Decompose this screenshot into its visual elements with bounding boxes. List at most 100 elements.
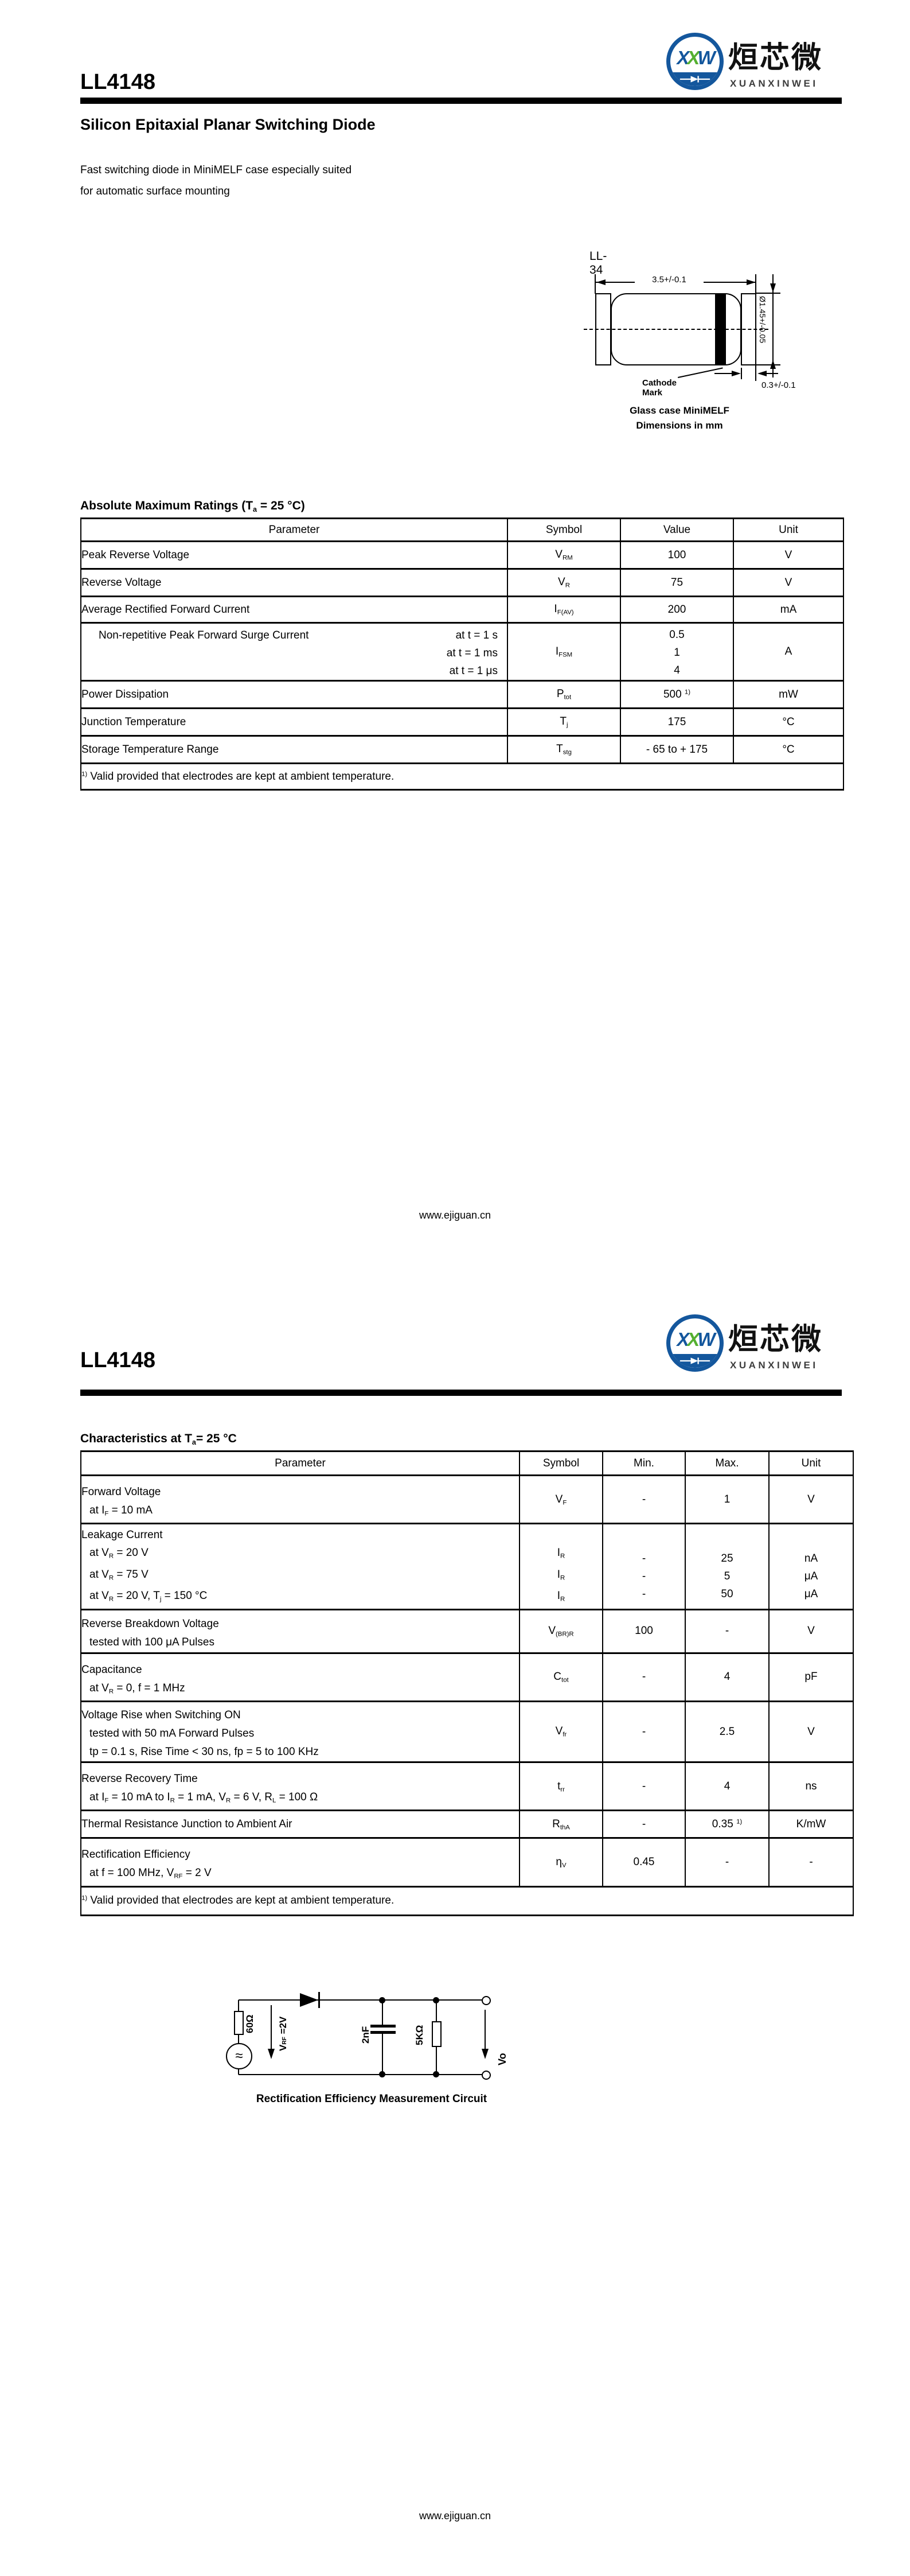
arrow-up-icon — [770, 360, 776, 369]
col-parameter: Parameter — [80, 1450, 520, 1476]
cell-unit: V — [768, 1608, 854, 1654]
dim-diameter-label: Ø1.45+/-0.05 — [758, 296, 767, 344]
diode-cathode-bar — [318, 1992, 320, 2008]
vo-label: Vo — [497, 2053, 508, 2065]
cell-unit: V — [768, 1474, 854, 1525]
cell-parameter: Rectification Efficiency at f = 100 MHz,… — [80, 1837, 520, 1888]
cell-max: - — [685, 1837, 770, 1888]
cell-value: 0.5 1 4 — [620, 622, 734, 682]
cell-symbol: ηV — [519, 1837, 603, 1888]
extension-line — [595, 274, 596, 294]
cell-value: 200 — [620, 596, 734, 624]
cell-unit: K/mW — [768, 1810, 854, 1839]
company-logo: XXW 烜芯微 XUANXINWEI — [661, 16, 850, 96]
table-row: Leakage Current at VR = 20 V at VR = 75 … — [80, 1523, 854, 1610]
cell-parameter: Junction Temperature — [80, 707, 508, 737]
cell-parameter: Reverse Voltage — [80, 568, 508, 597]
capacitor-plate — [370, 2031, 396, 2034]
wire — [436, 2046, 437, 2075]
company-name-en: XUANXINWEI — [730, 1360, 818, 1371]
table-row: Reverse Recovery Time at IF = 10 mA to I… — [80, 1761, 854, 1812]
cell-unit: V — [733, 540, 844, 570]
package-caption-line1: Glass case MiniMELF — [630, 405, 729, 416]
page2-title-rule — [80, 1390, 842, 1396]
cell-max: 2.5 — [685, 1701, 770, 1764]
cell-min: 100 — [602, 1608, 686, 1654]
cell-symbol: Tj — [507, 707, 621, 737]
circuit-diagram: 60Ω ≈ VRF =2V 2nF 5KΩ Vo Rectification — [224, 1988, 522, 2111]
page2-footer-url: www.ejiguan.cn — [419, 2510, 491, 2521]
col-max: Max. — [685, 1450, 770, 1476]
cell-parameter: Average Rectified Forward Current — [80, 596, 508, 624]
cell-symbol: VRM — [507, 540, 621, 570]
cell-symbol: IR IR IR — [519, 1523, 603, 1610]
wire — [238, 2000, 239, 2011]
resistor-60ohm-label: 60Ω — [244, 2014, 255, 2034]
wire — [436, 2000, 437, 2021]
amr-table: Parameter Symbol Value Unit Peak Reverse… — [80, 517, 844, 791]
cell-max: 25 5 50 — [685, 1523, 770, 1610]
extension-line — [756, 293, 780, 294]
capacitor-label: 2nF — [360, 2026, 371, 2044]
cell-min: - — [602, 1761, 686, 1812]
page1-footer-url: www.ejiguan.cn — [419, 1209, 491, 1221]
junction-dot — [379, 2071, 385, 2077]
cell-parameter: Storage Temperature Range — [80, 735, 508, 764]
char-table: Parameter Symbol Min. Max. Unit Forward … — [80, 1450, 854, 1916]
cell-parameter: Leakage Current at VR = 20 V at VR = 75 … — [80, 1523, 520, 1610]
parameter-text: Non-repetitive Peak Forward Surge Curren… — [99, 629, 309, 641]
company-name-cn: 烜芯微 — [728, 41, 823, 75]
wire — [382, 2034, 383, 2075]
wire — [238, 2069, 239, 2075]
center-line — [584, 329, 768, 330]
cell-unit: pF — [768, 1652, 854, 1703]
cell-parameter: Non-repetitive Peak Forward Surge Curren… — [80, 622, 508, 682]
table-row: Capacitance at VR = 0, f = 1 MHz Ctot - … — [80, 1652, 854, 1703]
cell-parameter: Voltage Rise when Switching ON tested wi… — [80, 1701, 520, 1764]
table-header-row: Parameter Symbol Min. Max. Unit — [80, 1450, 854, 1476]
col-unit: Unit — [768, 1450, 854, 1476]
page2-part-number: LL4148 — [80, 1348, 155, 1372]
cell-unit: A — [733, 622, 844, 682]
table-row: Thermal Resistance Junction to Ambient A… — [80, 1810, 854, 1839]
logo-diode-band — [670, 72, 720, 86]
dimension-line — [767, 373, 778, 374]
cell-symbol: VR — [507, 568, 621, 597]
cell-symbol: Tstg — [507, 735, 621, 764]
resistor-5kohm — [432, 2021, 442, 2047]
table-footnote: 1) Valid provided that electrodes are ke… — [80, 1885, 854, 1916]
cell-min: - — [602, 1652, 686, 1703]
package-name: LL-34 — [589, 250, 607, 277]
cell-value: 100 — [620, 540, 734, 570]
cell-min: - — [602, 1474, 686, 1525]
parameter-conditions: at t = 1 s at t = 1 ms at t = 1 μs — [446, 629, 498, 677]
cell-symbol: Ctot — [519, 1652, 603, 1703]
cell-unit: °C — [733, 707, 844, 737]
extension-line — [741, 368, 742, 379]
table-row: Storage Temperature Range Tstg - 65 to +… — [80, 735, 844, 764]
cell-unit: V — [768, 1701, 854, 1764]
table-row: Power Dissipation Ptot 500 1) mW — [80, 680, 844, 709]
arrow-right-icon — [747, 279, 756, 285]
table-row: Reverse Breakdown Voltage tested with 10… — [80, 1608, 854, 1654]
vo-arrow-line — [485, 2010, 486, 2053]
resistor-5kohm-label: 5KΩ — [414, 2025, 425, 2045]
circuit-caption: Rectification Efficiency Measurement Cir… — [256, 2093, 487, 2105]
cell-parameter: Forward Voltage at IF = 10 mA — [80, 1474, 520, 1525]
col-parameter: Parameter — [80, 517, 508, 542]
capacitor-plate — [370, 2025, 396, 2028]
page1-part-number: LL4148 — [80, 70, 155, 94]
company-name-cn: 烜芯微 — [728, 1323, 823, 1356]
cell-max: 1 — [685, 1474, 770, 1525]
arrow-down-icon — [770, 283, 776, 293]
cell-unit: mA — [733, 596, 844, 624]
table-row: Rectification Efficiency at f = 100 MHz,… — [80, 1837, 854, 1888]
logo-letters: XXW — [677, 47, 715, 68]
cell-symbol: V(BR)R — [519, 1608, 603, 1654]
cell-parameter: Peak Reverse Voltage — [80, 540, 508, 570]
cell-unit: nA μA μA — [768, 1523, 854, 1610]
diode-icon — [679, 1357, 710, 1364]
table-row: Junction Temperature Tj 175 °C — [80, 707, 844, 737]
cell-max: - — [685, 1608, 770, 1654]
